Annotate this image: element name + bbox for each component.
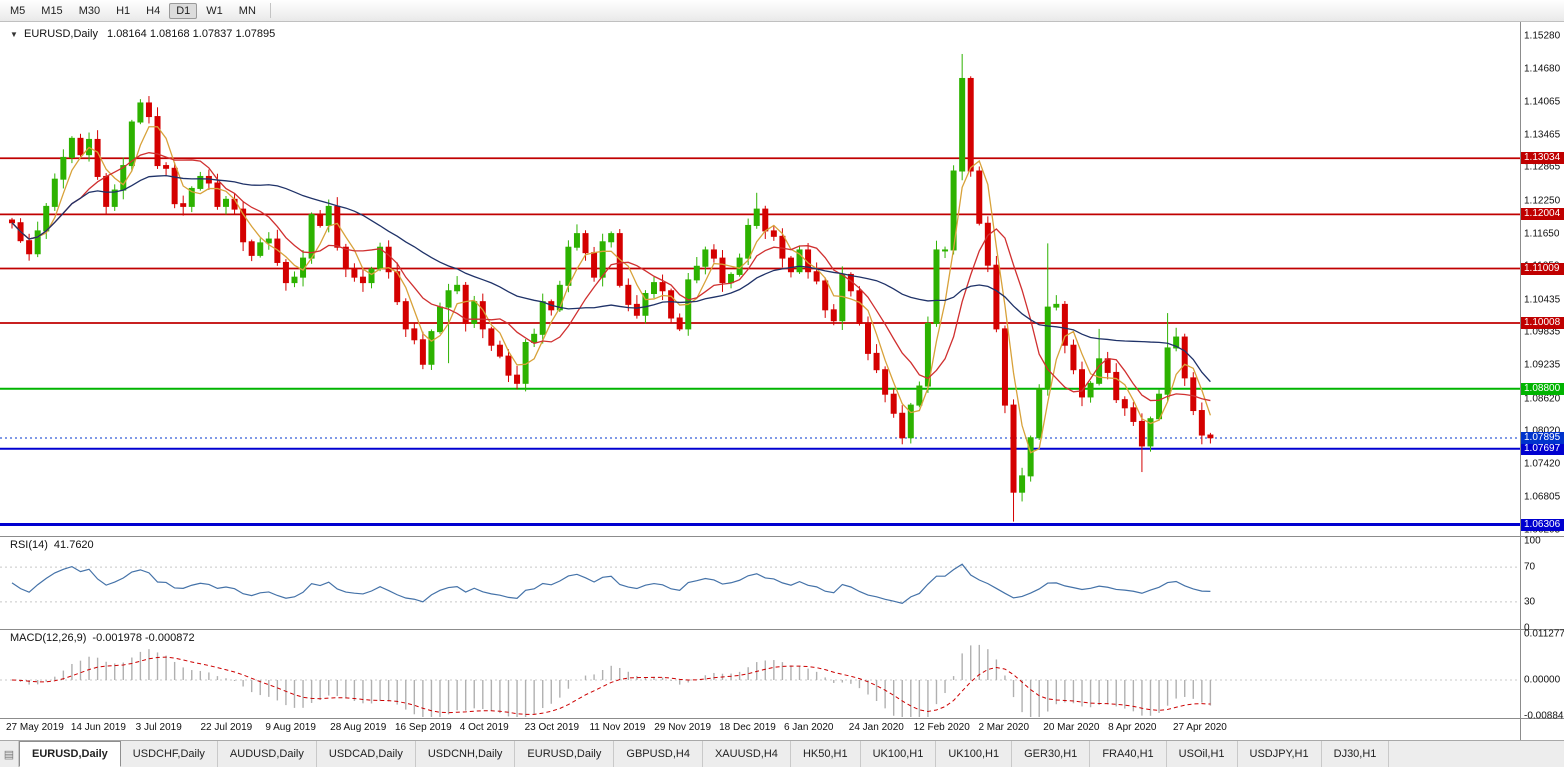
macd-pane [0, 644, 1520, 717]
chart-tab-gbpusd-h4[interactable]: GBPUSD,H4 [614, 741, 703, 767]
chart-tab-hk50-h1[interactable]: HK50,H1 [791, 741, 861, 767]
rsi-pane [0, 563, 1520, 604]
rsi-line [11, 563, 1211, 604]
chart-tabbar: ▤ EURUSD,Daily USDCHF,Daily AUDUSD,Daily US… [0, 740, 1564, 767]
timeframe-button-m5[interactable]: M5 [10, 4, 26, 17]
macd-axis-label: 0.011277 [1524, 628, 1564, 640]
price-axis-label: 1.11650 [1524, 228, 1560, 240]
price-axis-label: 1.14680 [1524, 63, 1561, 75]
rsi-value: 41.7620 [53, 539, 94, 551]
chart-tab-eurusd-daily[interactable]: EURUSD,Daily [515, 741, 615, 767]
chart-tab-usdcad-daily[interactable]: USDCAD,Daily [317, 741, 416, 767]
chart-tab-usoil-h1[interactable]: USOil,H1 [1167, 741, 1238, 767]
price-axis-label: 1.08620 [1524, 393, 1561, 405]
chart-tab-fra40-h1[interactable]: FRA40,H1 [1090, 741, 1167, 767]
timeframe-toolbar: M5 M15 M30 H1 H4 D1 W1 MN [0, 0, 1564, 22]
chart-tab-xauusd-h4[interactable]: XAUUSD,H4 [703, 741, 791, 767]
timeframe-button-m30[interactable]: M30 [78, 4, 101, 17]
timeframe-button-h1[interactable]: H1 [116, 4, 131, 17]
horizontal-level-lines[interactable] [0, 157, 1520, 527]
rsi-axis-label: 70 [1524, 561, 1536, 573]
timeframe-button-w1[interactable]: W1 [206, 4, 223, 17]
price-axis-label: 1.15280 [1524, 30, 1561, 42]
timeframe-button-m15[interactable]: M15 [41, 4, 63, 17]
level-price-badge: 1.11009 [1521, 262, 1564, 275]
toolbar-separator [269, 3, 271, 18]
timeframe-button-d1[interactable]: D1 [169, 2, 198, 19]
price-axis-label: 1.10435 [1524, 294, 1561, 306]
symbol-name: EURUSD,Daily [23, 28, 98, 40]
price-axis-label: 1.08020 [1524, 426, 1560, 437]
price-axis-label: 1.07420 [1524, 458, 1561, 470]
chart-tab-audusd-daily[interactable]: AUDUSD,Daily [218, 741, 317, 767]
window-list-icon[interactable]: ▤ [0, 741, 19, 767]
macd-name: MACD(12,26,9) [10, 632, 87, 644]
macd-axis-label: 0.00000 [1524, 674, 1561, 686]
chart-collapse-arrow-icon[interactable]: ▼ [10, 30, 18, 39]
rsi-axis-label: 30 [1524, 596, 1536, 608]
timeframe-buttons: M5 M15 M30 H1 H4 D1 W1 MN [2, 2, 264, 19]
timeframe-button-h4[interactable]: H4 [146, 4, 161, 17]
price-axis-label: 1.12250 [1524, 195, 1561, 207]
chart-tab-uk100-h1[interactable]: UK100,H1 [936, 741, 1013, 767]
moving-average-lines [11, 126, 1212, 454]
level-price-badge: 1.06306 [1521, 518, 1564, 531]
chart-symbol-label: ▼ EURUSD,Daily 1.08164 1.08168 1.07837 1… [10, 28, 281, 40]
price-axis[interactable]: 1.15280 1.14680 1.14065 1.13465 1.12865 1.122… [1521, 0, 1564, 767]
price-axis-label: 1.14065 [1524, 96, 1561, 108]
level-price-badge: 1.12004 [1521, 208, 1564, 221]
rsi-name: RSI(14) [10, 539, 48, 551]
rsi-axis-label: 0 [1524, 622, 1530, 634]
price-axis-label: 1.06805 [1524, 491, 1561, 503]
timeframe-button-mn[interactable]: MN [238, 4, 256, 17]
price-axis-label: 1.12865 [1524, 161, 1561, 173]
chart-tab-uk100-h1[interactable]: UK100,H1 [861, 741, 937, 767]
current-price-badge: 1.07895 [1521, 432, 1564, 445]
rsi-indicator-label: RSI(14) 41.7620 [10, 539, 94, 551]
chart-tab-ger30-h1[interactable]: GER30,H1 [1012, 741, 1091, 767]
chart-tabs: EURUSD,Daily USDCHF,Daily AUDUSD,Daily USDC… [19, 741, 1390, 767]
macd-indicator-label: MACD(12,26,9) -0.001978 -0.000872 [10, 632, 195, 644]
price-axis-label: 1.09235 [1524, 359, 1561, 371]
chart-tab-eurusd-daily[interactable]: EURUSD,Daily [19, 741, 121, 767]
level-price-badge: 1.07697 [1521, 442, 1564, 455]
level-price-badge: 1.13034 [1521, 152, 1564, 165]
symbol-ohlc-values: 1.08164 1.08168 1.07837 1.07895 [107, 28, 276, 40]
price-axis-label: 1.13465 [1524, 129, 1561, 141]
level-price-badge: 1.08800 [1521, 382, 1564, 395]
chart-tab-usdchf-daily[interactable]: USDCHF,Daily [121, 741, 218, 767]
chart-tab-usdjpy-h1[interactable]: USDJPY,H1 [1238, 741, 1322, 767]
level-price-badge: 1.10008 [1521, 317, 1564, 329]
macd-axis-label: -0.008845 [1524, 710, 1564, 722]
chart-tab-dj30-h1[interactable]: DJ30,H1 [1322, 741, 1390, 767]
price-axis-label: 1.09835 [1524, 326, 1561, 338]
rsi-axis-label: 100 [1524, 535, 1541, 547]
macd-values: -0.001978 -0.000872 [92, 632, 195, 644]
chart-tab-usdcnh-daily[interactable]: USDCNH,Daily [416, 741, 516, 767]
macd-signal-line [11, 656, 1211, 715]
